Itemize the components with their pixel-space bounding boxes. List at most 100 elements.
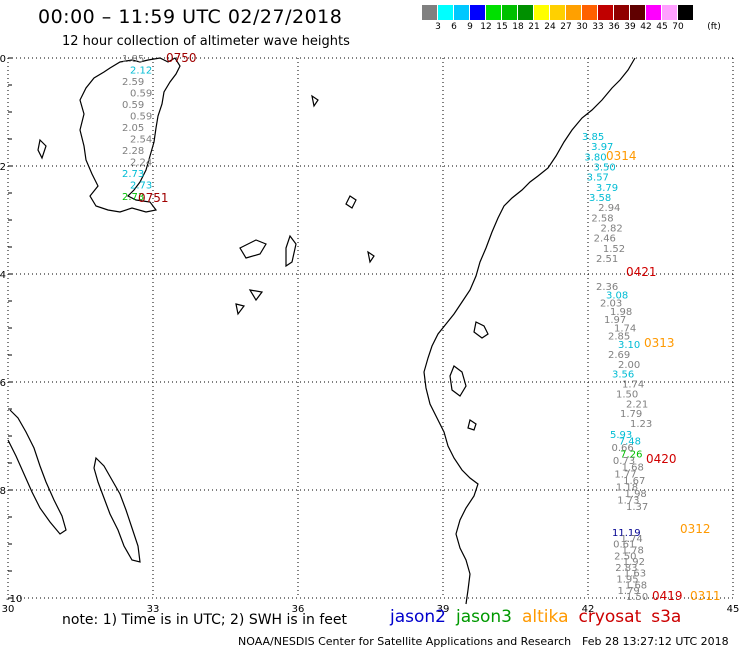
legend-label: 24 [544, 22, 556, 32]
pass-time-label: 0311 [690, 589, 721, 603]
wave-height-value: 2.12 [130, 66, 152, 77]
lake-tanganyika-shore [7, 409, 67, 535]
legend-swatch [598, 5, 614, 20]
satellite-jason2-label: jason2 [390, 607, 446, 627]
legend-label: 33 [592, 22, 604, 32]
wave-height-value: 3.58 [589, 193, 611, 204]
wave-height-value: 2.50 [614, 551, 636, 562]
wave-height-value: 3.85 [582, 132, 604, 143]
wave-height-value: 1.85 [122, 54, 144, 65]
island-mafia [467, 419, 477, 431]
legend-swatch [646, 5, 662, 20]
wave-height-value: 0.59 [130, 89, 152, 100]
legend-swatch [454, 5, 470, 20]
wave-height-value: 2.73 [122, 192, 144, 203]
wave-height-value: 1.63 [624, 569, 646, 580]
wave-height-value: 3.56 [612, 370, 634, 381]
wave-height-value: 3.08 [606, 290, 628, 301]
wave-height-value: 1.78 [622, 545, 644, 556]
wave-height-value: 2.28 [122, 146, 144, 157]
legend-swatch [534, 5, 550, 20]
wave-height-value: 3.79 [596, 183, 618, 194]
satellite-s3a-label: s3a [651, 607, 682, 627]
legend-swatch [470, 5, 486, 20]
wave-height-value: 0.66 [611, 443, 633, 454]
small-lake [345, 195, 357, 209]
legend-swatch [518, 5, 534, 20]
wave-height-value: 2.36 [596, 282, 618, 293]
legend-swatch [502, 5, 518, 20]
wave-height-value: 2.73 [122, 169, 144, 180]
wave-height-value: 1.77 [614, 469, 636, 480]
wave-height-value: 2.82 [601, 224, 623, 235]
legend-label: 36 [608, 22, 620, 32]
legend-swatch [438, 5, 454, 20]
x-tick-label: 39 [437, 604, 450, 615]
wave-height-value: 1.68 [622, 463, 644, 474]
east-africa-coastline [423, 57, 636, 605]
map-title: 00:00 – 11:59 UTC 02/27/2018 [38, 6, 343, 28]
legend-swatch [550, 5, 566, 20]
wave-height-value: 1.68 [625, 580, 647, 591]
wave-height-value: 1.98 [625, 489, 647, 500]
legend-label: 27 [560, 22, 572, 32]
wave-height-value: 1.98 [610, 307, 632, 318]
pass-time-label: 0751 [138, 191, 169, 205]
pass-time-label: 0419 [652, 589, 683, 603]
wave-height-value: 2.59 [122, 77, 144, 88]
legend-label: 42 [640, 22, 652, 32]
axis-ticks: 30 33 36 39 42 45 0 -2 -4 -6 -8 -10 [0, 54, 739, 615]
island-zanzibar [449, 365, 467, 397]
legend-label: 18 [512, 22, 524, 32]
y-tick-label: -4 [0, 270, 6, 281]
wave-height-value: 1.74 [622, 380, 644, 391]
small-lake [235, 303, 246, 316]
wave-height-value: 3.97 [591, 142, 613, 153]
wave-height-value: 1.74 [621, 534, 643, 545]
wave-height-value: 2.46 [594, 234, 616, 245]
pass-time-label: 0420 [646, 452, 677, 466]
legend-label: 30 [576, 22, 588, 32]
satellite-cryosat-label: cryosat [578, 607, 642, 627]
wave-height-value: 2.58 [591, 213, 613, 224]
legend-label: 45 [656, 22, 668, 32]
wave-height-value: 2.85 [608, 332, 630, 343]
wave-height-value: 5.93 [610, 430, 632, 441]
wave-height-value: 2.51 [596, 254, 618, 265]
y-tick-label: 0 [0, 54, 6, 65]
wave-height-value: 1.67 [623, 476, 645, 487]
wave-height-value: 2.21 [626, 399, 648, 410]
legend-label: 3 [435, 22, 441, 32]
wave-height-observations: 07501.852.122.590.590.590.592.052.542.28… [122, 51, 721, 603]
wave-height-value: 1.37 [626, 502, 648, 513]
pass-time-label: 0750 [166, 51, 197, 65]
color-legend-labels: 3 6 9 12 15 18 21 24 27 30 33 36 39 42 45 70 (ft) [422, 22, 726, 36]
wave-height-value: 2.05 [122, 123, 144, 134]
pass-time-label: 0313 [644, 336, 675, 350]
pass-time-label: 0421 [626, 265, 657, 279]
satellite-key: jason2 jason3 altika cryosat s3a [390, 607, 691, 627]
wave-height-value: 0.73 [613, 456, 635, 467]
wave-height-value: 1.95 [616, 575, 638, 586]
wave-height-value: 1.92 [623, 557, 645, 568]
wave-height-value: 7.26 [620, 450, 642, 461]
wave-height-value: 0.61 [613, 540, 635, 551]
small-lake [311, 94, 319, 108]
wave-height-value: 2.00 [618, 360, 640, 371]
wave-height-value: 2.94 [598, 203, 620, 214]
lake-rukwa-shore [93, 456, 141, 563]
wave-height-value: 1.74 [614, 323, 636, 334]
y-tick-label: -6 [0, 378, 6, 389]
wave-height-value: 0.59 [122, 100, 144, 111]
legend-label: 12 [480, 22, 492, 32]
island-pemba [473, 321, 489, 339]
wave-height-value: 11.19 [612, 528, 641, 539]
pass-time-label: 0312 [680, 522, 711, 536]
small-lake [367, 250, 375, 264]
x-tick-label: 33 [147, 604, 160, 615]
legend-label: 15 [496, 22, 508, 32]
wave-height-value: 3.57 [587, 173, 609, 184]
legend-swatch [422, 5, 438, 20]
wave-height-value: 2.54 [130, 135, 152, 146]
